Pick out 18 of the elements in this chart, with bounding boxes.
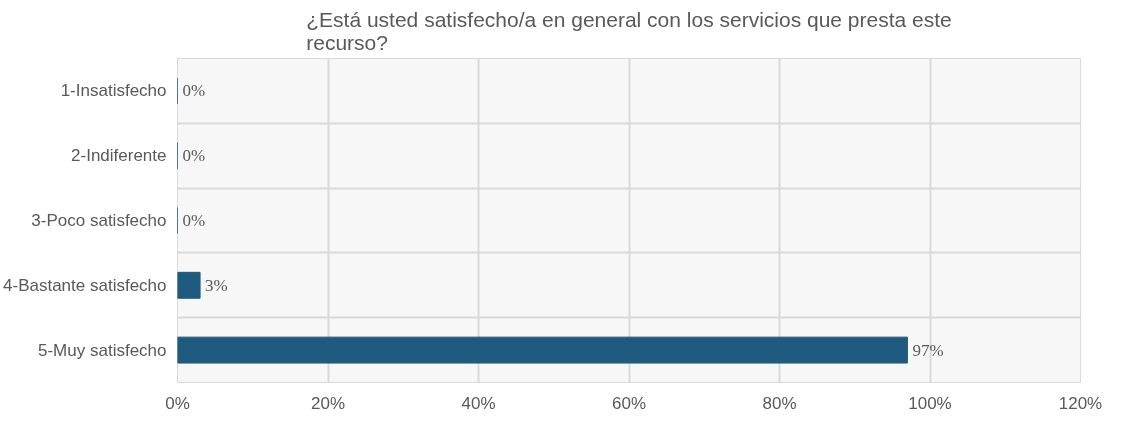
x-tick-label: 20% (310, 393, 346, 413)
y-tick-label: 1-Insatisfecho (60, 81, 167, 101)
x-tick-label: 120% (1058, 393, 1103, 413)
data-label: 3% (205, 275, 228, 295)
data-label: 97% (912, 340, 944, 360)
chart-title: ¿Está usted satisfecho/a en general con los servicios que presta este recurso? (306, 7, 952, 54)
x-tick-label: 0% (165, 393, 190, 413)
data-label: 0% (182, 81, 206, 101)
x-tick-label: 40% (461, 393, 496, 413)
y-tick-label: 2-Indiferente (71, 146, 167, 166)
y-tick-label: 3-Poco satisfecho (31, 211, 167, 230)
x-tick-label: 60% (611, 393, 647, 413)
y-tick-label: 4-Bastante satisfecho (3, 275, 167, 295)
x-tick-label: 100% (908, 393, 952, 413)
data-label: 0% (182, 211, 206, 230)
data-label: 0% (182, 146, 206, 166)
y-tick-label: 5-Muy satisfecho (38, 340, 167, 360)
x-tick-label: 80% (762, 393, 797, 413)
